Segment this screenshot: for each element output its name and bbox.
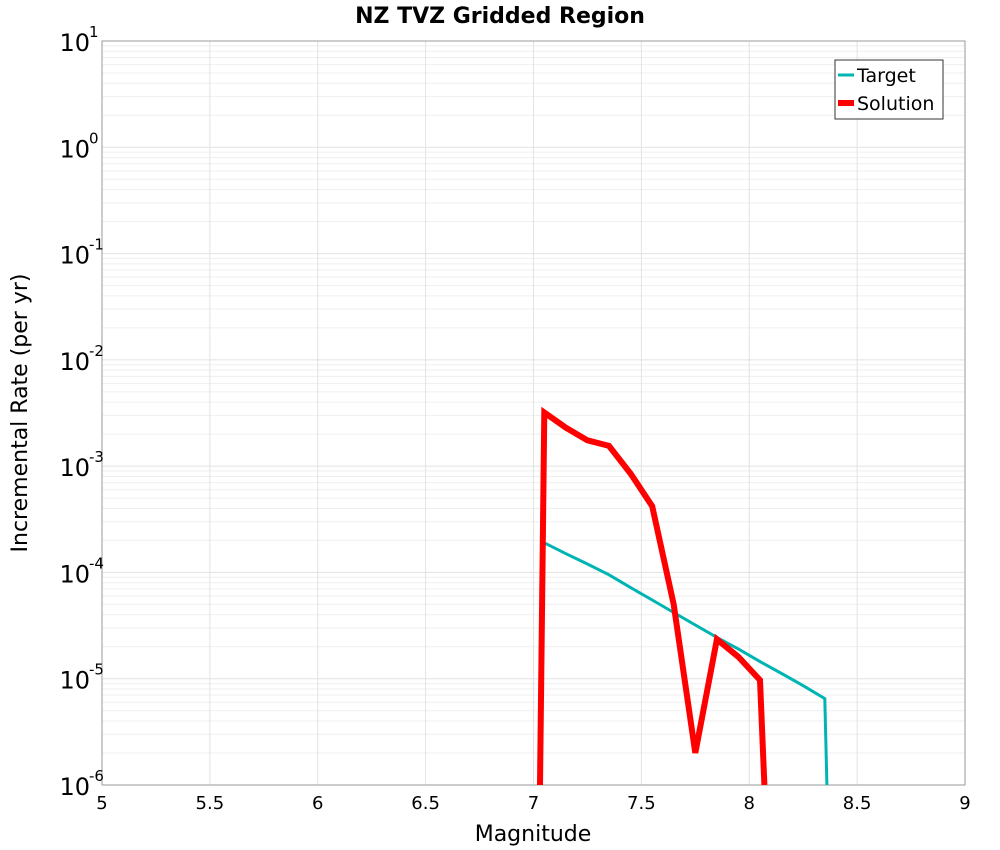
y-tick-label: 10 -5 [59,661,104,695]
y-tick-label: 10 -4 [59,554,104,588]
y-tick-exponent: -1 [89,236,104,254]
y-tick-base: 10 [59,348,90,376]
y-tick-label: 10 -6 [59,767,104,801]
legend-label-solution: Solution [857,93,934,115]
series-layer [537,406,829,786]
x-axis-ticks: 5 5.5 6 6.5 7 7.5 8 8.5 9 [96,793,970,814]
series-line-solution [537,406,768,786]
x-tick-label: 6.5 [411,793,440,814]
y-tick-base: 10 [59,454,90,482]
y-tick-exponent: -2 [89,342,104,360]
series-line-target [543,541,829,786]
y-tick-label: 10 1 [59,23,98,57]
legend: Target Solution [834,59,944,120]
legend-box [834,59,944,120]
grid [101,40,966,786]
y-tick-base: 10 [59,667,90,695]
y-tick-base: 10 [59,29,90,57]
y-tick-label: 10 0 [59,129,98,163]
x-tick-label: 7.5 [627,793,656,814]
y-tick-label: 10 -2 [59,342,104,376]
plot-area [101,40,966,786]
y-tick-base: 10 [59,560,90,588]
y-tick-base: 10 [59,135,90,163]
y-tick-base: 10 [59,773,90,801]
legend-label-target: Target [856,65,916,87]
y-tick-exponent: -3 [89,448,104,466]
y-tick-exponent: -4 [89,554,104,572]
y-tick-exponent: 0 [89,129,99,147]
y-tick-exponent: -6 [89,767,104,785]
x-tick-label: 5 [96,793,107,814]
y-tick-base: 10 [59,242,90,270]
x-tick-label: 9 [959,793,970,814]
x-tick-label: 8 [744,793,755,814]
y-tick-label: 10 -3 [59,448,104,482]
chart-title: NZ TVZ Gridded Region [355,4,645,29]
y-axis-label: Incremental Rate (per yr) [8,274,33,553]
x-tick-label: 7 [528,793,539,814]
y-tick-label: 10 -1 [59,236,104,270]
x-tick-label: 6 [312,793,323,814]
x-tick-label: 8.5 [843,793,872,814]
y-tick-exponent: 1 [89,23,99,41]
x-tick-label: 5.5 [196,793,225,814]
y-tick-exponent: -5 [89,661,104,679]
x-axis-label: Magnitude [475,822,592,847]
